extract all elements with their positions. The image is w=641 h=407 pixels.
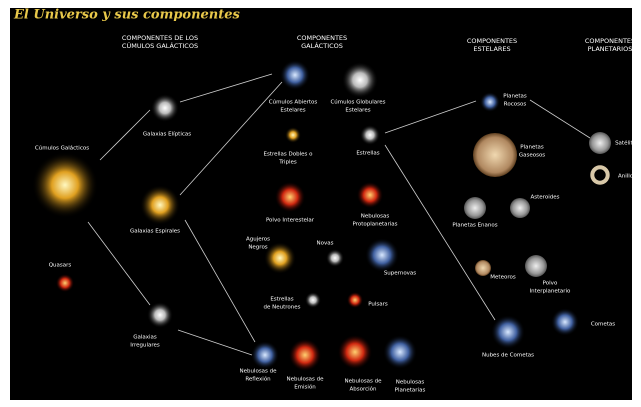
- node-label: Nebulosas: [361, 214, 390, 220]
- node-image: [285, 127, 301, 143]
- node-label: Polvo Interestelar: [266, 218, 315, 224]
- node-image: [264, 242, 296, 274]
- node-image: [251, 341, 279, 369]
- column-header: CÚMULOS GALÁCTICOS: [122, 41, 198, 50]
- node-image: [510, 198, 530, 218]
- node-label: Cúmulos Globulares: [330, 99, 385, 106]
- node-label: Satélites: [615, 140, 639, 147]
- node-label: Cúmulos Galácticos: [35, 145, 89, 152]
- node-label: Cometas: [591, 322, 615, 328]
- column-header: COMPONENTES: [467, 37, 517, 45]
- node-label: Cúmulos Abiertos: [269, 99, 318, 106]
- node-image: [383, 335, 417, 369]
- node-image: [305, 292, 321, 308]
- node-label: de Neutrones: [263, 305, 300, 311]
- node-label: Protoplanetarias: [352, 222, 397, 228]
- node-label: Quasars: [49, 263, 72, 269]
- node-image: [525, 255, 547, 277]
- node-image: [342, 62, 378, 98]
- node-image: [464, 197, 486, 219]
- node-label: Galaxias Elípticas: [143, 131, 191, 138]
- node-image: [326, 249, 344, 267]
- column-header: COMPONENTES: [297, 34, 347, 42]
- node-label: Galaxias: [133, 335, 157, 341]
- diagram: El Universo y sus componentes COMPONENTE…: [0, 0, 641, 407]
- node-image: [140, 185, 180, 225]
- node-image: [365, 238, 399, 272]
- node-label: Novas: [317, 241, 334, 247]
- node-image: [473, 133, 517, 177]
- node-label: Reflexión: [245, 376, 271, 383]
- column-header: ESTELARES: [473, 45, 510, 53]
- node-label: Polvo: [543, 281, 558, 287]
- node-image: [275, 182, 305, 212]
- node-image: [551, 308, 579, 336]
- column-header: COMPONENTES: [585, 37, 635, 45]
- node-label: Estelares: [345, 108, 370, 114]
- node-label: Negros: [248, 245, 267, 251]
- node-image: [360, 125, 380, 145]
- node-label: Supernovas: [384, 271, 416, 277]
- node-label: Planetas: [520, 145, 544, 151]
- node-image: [151, 94, 179, 122]
- title: El Universo y sus componentes: [13, 8, 241, 23]
- node-label: Anillos: [618, 174, 636, 180]
- node-image: [32, 152, 98, 218]
- node-label: Triples: [278, 160, 297, 166]
- node-label: Agujeros: [246, 237, 270, 243]
- node-label: Estrellas Dobles o: [263, 152, 313, 158]
- node-label: Nebulosas: [396, 380, 425, 386]
- node-label: Emisión: [294, 384, 316, 391]
- page: El Universo y sus componentes COMPONENTE…: [0, 0, 641, 407]
- node-label: Asteroides: [531, 195, 560, 201]
- node-image: [589, 132, 611, 154]
- node-label: Estelares: [280, 108, 305, 114]
- node-image: [289, 339, 321, 371]
- node-label: Nebulosas de: [286, 377, 324, 383]
- node-label: Planetas: [503, 94, 527, 100]
- node-label: Rocosos: [504, 102, 527, 108]
- node-label: Pulsars: [368, 302, 388, 308]
- node-image: [56, 274, 74, 292]
- node-label: Estrellas: [270, 297, 293, 303]
- node-label: Estrellas: [356, 151, 379, 157]
- column-header: GALÁCTICOS: [301, 41, 343, 50]
- column-header: PLANETARIOS: [588, 45, 633, 53]
- node-image: [491, 315, 525, 349]
- node-image: [357, 182, 383, 208]
- node-label: Gaseosos: [519, 153, 545, 159]
- node-label: Nebulosas de: [344, 379, 382, 385]
- node-image: [347, 292, 363, 308]
- node-image: [480, 92, 500, 112]
- node-label: Planetas Enanos: [452, 223, 497, 229]
- node-image: [280, 60, 310, 90]
- node-label: Planetarias: [395, 388, 426, 394]
- node-image: [475, 260, 491, 276]
- column-header: COMPONENTES DE LOS: [122, 34, 198, 42]
- node-label: Meteoros: [490, 275, 516, 281]
- node-label: Absorción: [349, 386, 377, 393]
- node-label: Nubes de Cometas: [482, 353, 534, 359]
- node-label: Interplanetario: [530, 289, 571, 295]
- node-image: [338, 335, 372, 369]
- node-label: Irregulares: [130, 343, 160, 349]
- node-label: Nebulosas de: [239, 369, 277, 375]
- node-image: [147, 302, 173, 328]
- background: [10, 8, 632, 400]
- node-label: Galaxias Espirales: [130, 229, 180, 235]
